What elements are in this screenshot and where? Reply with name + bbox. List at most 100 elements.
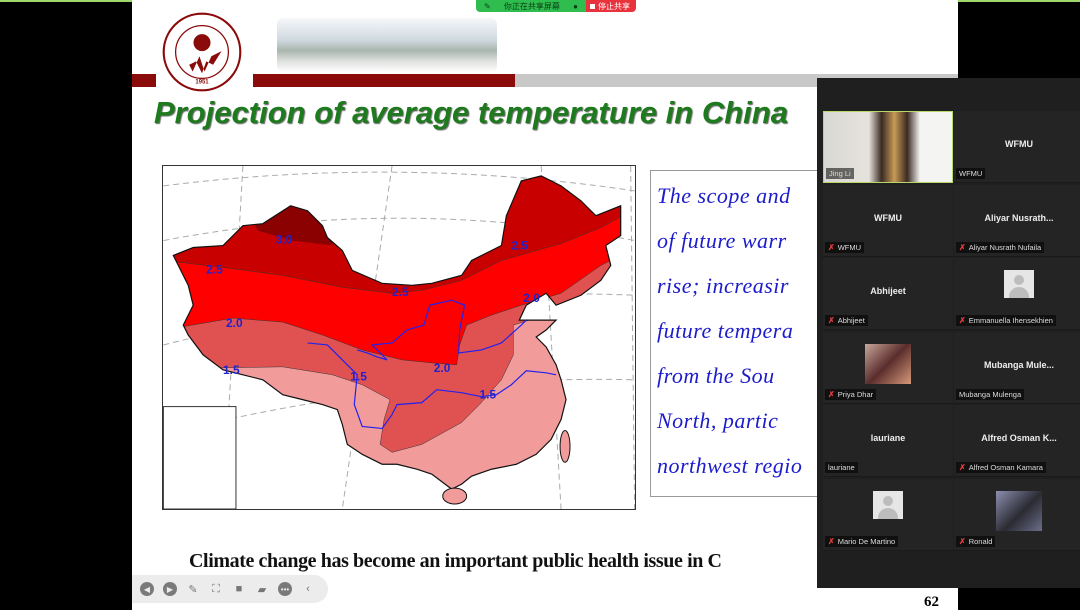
participant-label: ✗ Abhijeet	[825, 315, 868, 326]
contour-label: 1.5	[480, 388, 497, 402]
mic-muted-icon: ✗	[959, 242, 966, 252]
participant-name-large: Aliyar Nusrath...	[984, 212, 1054, 223]
text-line: rise; increasir	[657, 273, 789, 298]
participant-label: ✗ Ronald	[956, 535, 996, 547]
mic-muted-icon: ✗	[828, 389, 835, 399]
screenshot-icon[interactable]: ⛶	[212, 582, 220, 595]
contour-labels: 3.0 2.5 2.5 2.5 2.0 2.0 2.0 1.5 1.5 1.5	[206, 233, 540, 402]
mic-muted-icon: ✗	[959, 536, 966, 546]
mic-muted-icon: ✗	[828, 316, 835, 325]
participant-label: ✗ Emmanuella Ihensekhien	[956, 315, 1056, 326]
text-line: future tempera	[657, 318, 794, 343]
screen-share-bar: ✎ 你正在共享屏幕 ● 停止共享	[476, 0, 636, 12]
participant-name: Mubanga Mulenga	[959, 389, 1022, 399]
contour-label: 2.0	[434, 361, 451, 375]
participant-tile[interactable]: Jing Li	[823, 111, 953, 183]
participant-name-large: Abhijeet	[870, 286, 906, 296]
contour-label: 1.5	[350, 370, 367, 384]
slide-title: Projection of average temperature in Chi…	[154, 95, 788, 130]
default-avatar-icon	[1004, 270, 1034, 298]
participant-tile[interactable]: Abhijeet ✗ Abhijeet	[823, 258, 953, 330]
participant-name: Priya Dhar	[837, 389, 874, 399]
text-line: northwest regio	[657, 453, 803, 478]
rivers	[307, 299, 557, 430]
contour-label: 2.0	[523, 291, 540, 305]
participant-tile[interactable]: WFMU ✗ WFMU	[823, 184, 953, 257]
shield-icon: ●	[573, 1, 578, 11]
participant-name: Ronald	[968, 536, 993, 546]
contour-label: 2.5	[511, 239, 528, 253]
camera-icon[interactable]: ■	[235, 583, 243, 595]
participant-name-large: WFMU	[874, 212, 902, 223]
slide-footer-text: Climate change has become an important p…	[189, 550, 722, 572]
participant-tile[interactable]: Alfred Osman K... ✗ Alfred Osman Kamara	[954, 405, 1080, 477]
contour-label: 2.5	[392, 285, 409, 299]
contour-label: 1.5	[223, 363, 240, 377]
contour-label: 3.0	[276, 233, 293, 247]
default-avatar-icon	[873, 490, 903, 519]
temperature-projection-map: 3.0 2.5 2.5 2.5 2.0 2.0 2.0 1.5 1.5 1.5	[162, 165, 636, 510]
participant-tile[interactable]: Aliyar Nusrath... ✗ Aliyar Nusrath Nufaila	[954, 184, 1080, 257]
logo-year: 1951	[195, 79, 209, 85]
page-number: 62	[924, 594, 939, 610]
mic-muted-icon: ✗	[959, 463, 966, 472]
university-logo: 1951	[162, 12, 242, 92]
mic-muted-icon: ✗	[828, 536, 835, 546]
comment-icon[interactable]: ▰	[257, 583, 267, 596]
participant-tile[interactable]: ✗ Emmanuella Ihensekhien	[954, 258, 1080, 330]
participant-name: Aliyar Nusrath Nufaila	[968, 242, 1042, 252]
participant-name: Jing Li	[829, 169, 851, 178]
participants-gallery: Jing Li WFMU WFMU WFMU ✗ WFMU Aliyar Nusrath..…	[817, 78, 1080, 588]
participant-name: Abhijeet	[837, 316, 865, 325]
participant-label: ✗ WFMU	[825, 241, 865, 253]
mic-muted-icon: ✗	[828, 242, 835, 252]
participant-label: WFMU	[956, 168, 986, 179]
participant-label: ✗ Alfred Osman Kamara	[956, 462, 1046, 473]
profile-photo	[865, 343, 911, 384]
participant-name: Emmanuella Ihensekhien	[968, 316, 1053, 325]
participant-name-large: WFMU	[1005, 139, 1033, 149]
previous-icon[interactable]: ◀	[140, 582, 154, 596]
stop-share-button[interactable]: 停止共享	[586, 0, 636, 12]
next-icon[interactable]: ▶	[163, 582, 177, 596]
participant-tile[interactable]: WFMU WFMU	[954, 111, 1080, 183]
participant-label: Jing Li	[826, 168, 854, 179]
collapse-icon[interactable]: ‹	[306, 583, 310, 595]
text-line: North, partic	[657, 408, 779, 433]
pin-icon: ✎	[484, 1, 491, 11]
participant-name: Alfred Osman Kamara	[968, 463, 1043, 472]
text-line: of future warr	[657, 228, 787, 253]
participant-name-large: Alfred Osman K...	[981, 433, 1057, 443]
taiwan	[559, 429, 571, 463]
stop-share-label: 停止共享	[598, 1, 630, 11]
hainan	[442, 487, 468, 505]
participant-label: lauriane	[825, 462, 858, 473]
participant-label: Mubanga Mulenga	[956, 388, 1025, 400]
contour-label: 2.5	[206, 262, 223, 276]
participant-label: ✗ Aliyar Nusrath Nufaila	[956, 241, 1045, 253]
participant-label: ✗ Priya Dhar	[825, 388, 877, 400]
banner-bar-red	[253, 74, 515, 87]
more-icon[interactable]: •••	[278, 582, 292, 596]
text-line: from the Sou	[657, 363, 775, 388]
participant-name-large: Mubanga Mule...	[983, 359, 1054, 370]
participant-tile[interactable]: ✗ Ronald	[954, 478, 1080, 551]
participant-label: ✗ Mario De Martino	[825, 535, 899, 547]
participant-tile[interactable]: ✗ Mario De Martino	[823, 478, 953, 551]
mic-muted-icon: ✗	[959, 316, 966, 325]
share-status: ✎ 你正在共享屏幕 ●	[476, 0, 586, 12]
profile-photo	[996, 490, 1042, 531]
participant-name-large: lauriane	[870, 433, 906, 443]
participant-tile[interactable]: Mubanga Mule... Mubanga Mulenga	[954, 331, 1080, 404]
contour-label: 2.0	[226, 316, 243, 330]
participant-tile[interactable]: lauriane lauriane	[823, 405, 953, 477]
pen-icon[interactable]: ✎	[188, 583, 198, 596]
inset-map	[163, 406, 237, 509]
presentation-toolbar: ◀ ▶ ✎ ⛶ ■ ▰ ••• ‹	[132, 575, 328, 603]
participant-tile[interactable]: ✗ Priya Dhar	[823, 331, 953, 404]
participant-name: WFMU	[837, 242, 862, 252]
participant-name: WFMU	[959, 169, 983, 178]
campus-photo	[277, 18, 497, 72]
stop-icon	[590, 3, 595, 9]
participant-name: Mario De Martino	[837, 536, 896, 546]
